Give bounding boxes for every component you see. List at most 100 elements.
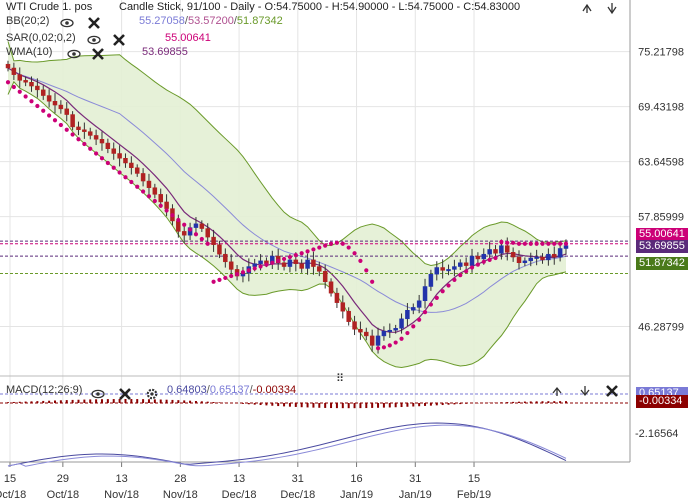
bb-close-icon[interactable]: [87, 16, 101, 30]
candle-body: [217, 244, 222, 255]
sar-dot: [452, 277, 457, 282]
sar-price-badge: 55.00641: [636, 228, 688, 241]
scroll-up-button[interactable]: [578, 0, 596, 16]
sar-dot: [528, 241, 533, 246]
candle-body: [557, 248, 563, 258]
wma-close-icon[interactable]: [91, 47, 105, 61]
time-day-label: 31: [292, 473, 304, 485]
sar-dot: [229, 273, 234, 279]
price-tick-label: 57.85999: [638, 212, 684, 224]
macd-values: 0.64803/0.65137/-0.00334: [167, 384, 297, 396]
sar-dot: [387, 343, 392, 348]
macd-close-button[interactable]: [603, 383, 621, 399]
time-day-label: 31: [409, 473, 421, 485]
macd-close-icon[interactable]: [118, 387, 132, 401]
wma-value: 53.69855: [142, 46, 188, 58]
sar-dot: [5, 80, 11, 85]
candle-body: [23, 80, 28, 83]
sar-close-icon[interactable]: [112, 33, 126, 47]
sar-dot: [464, 269, 469, 274]
macd-settings-icon[interactable]: [145, 387, 159, 401]
sar-dot: [187, 227, 193, 232]
macd-value: 0.64803: [167, 384, 207, 396]
candle-body: [534, 256, 539, 259]
sar-dot: [47, 113, 52, 118]
sar-dot: [340, 241, 345, 246]
sar-name: SAR(0,02;0,2): [6, 32, 76, 44]
candle-body: [393, 328, 398, 331]
time-day-label: 15: [468, 473, 480, 485]
sar-dot: [411, 324, 416, 329]
sar-dot: [417, 317, 422, 322]
candle-body: [199, 223, 205, 229]
sar-dot: [364, 268, 369, 273]
chart-info-label: Candle Stick, 91/100 - Daily - O:54.7500…: [119, 1, 521, 13]
sar-dot: [99, 156, 105, 161]
sar-eye-icon[interactable]: [87, 33, 101, 47]
candle-body: [540, 256, 545, 261]
candle-body: [146, 180, 152, 188]
macd-eye-icon[interactable]: [91, 387, 105, 401]
candle-body: [117, 153, 122, 159]
time-month-label: Dec/18: [280, 489, 315, 501]
sar-dot: [88, 146, 93, 151]
sar-dot: [258, 264, 263, 269]
candle-body: [546, 253, 551, 261]
sar-dot: [223, 275, 228, 281]
bb-lower-value: 51.87342: [236, 15, 283, 27]
candle-body: [76, 126, 81, 131]
sar-dot: [540, 241, 545, 246]
sar-dot: [440, 289, 445, 294]
candle-body: [129, 162, 134, 168]
time-month-label: Nov/18: [163, 489, 198, 501]
candle-body: [458, 262, 463, 267]
chart-header: WTI Crude 1. pos Candle Stick, 91/100 - …: [6, 1, 520, 13]
sar-dot: [164, 208, 169, 213]
price-tick-label: 46.28799: [638, 322, 684, 334]
sar-dot: [182, 222, 187, 227]
sar-dot: [23, 94, 28, 99]
sar-dot: [252, 266, 257, 271]
candle-body: [487, 249, 492, 255]
sar-dot: [264, 262, 269, 267]
candle-body: [287, 259, 293, 267]
candle-body: [205, 228, 210, 238]
sar-value: 55.00641: [165, 32, 211, 44]
candle-body: [346, 310, 351, 322]
sar-dot: [270, 260, 275, 265]
macd-move-up-button[interactable]: [548, 383, 566, 399]
candle-body: [193, 223, 199, 228]
macd-move-down-button[interactable]: [576, 383, 594, 399]
sar-dot: [323, 243, 328, 248]
time-month-label: Jan/19: [399, 489, 432, 501]
scroll-down-button[interactable]: [603, 0, 621, 16]
sar-dot: [434, 295, 439, 300]
candle-body: [223, 253, 228, 263]
candle-body: [322, 271, 328, 282]
sar-dot: [135, 184, 140, 189]
sar-dot: [399, 336, 404, 341]
sar-dot: [276, 258, 281, 263]
sar-dot: [381, 345, 387, 350]
macd-axis-tick: -2.16564: [635, 428, 679, 440]
candle-body: [505, 245, 510, 253]
candle-body: [82, 129, 87, 132]
macd-line: [7, 422, 567, 467]
bb-lower-price-badge: 51.87342: [636, 257, 688, 270]
bb-eye-icon[interactable]: [60, 16, 74, 30]
wma-eye-icon[interactable]: [67, 47, 81, 61]
sar-dot: [146, 194, 152, 199]
candle-body: [11, 67, 17, 75]
sar-dot: [346, 245, 351, 250]
sar-dot: [493, 255, 498, 261]
candle-body: [469, 255, 475, 266]
candle-body: [440, 267, 445, 271]
sar-dot: [352, 251, 357, 256]
sar-dot: [375, 346, 381, 351]
time-month-label: Nov/18: [104, 489, 139, 501]
candle-body: [134, 167, 140, 174]
candle-body: [522, 260, 528, 264]
candle-body: [111, 148, 116, 154]
macd-name: MACD(12;26;9): [6, 384, 83, 396]
